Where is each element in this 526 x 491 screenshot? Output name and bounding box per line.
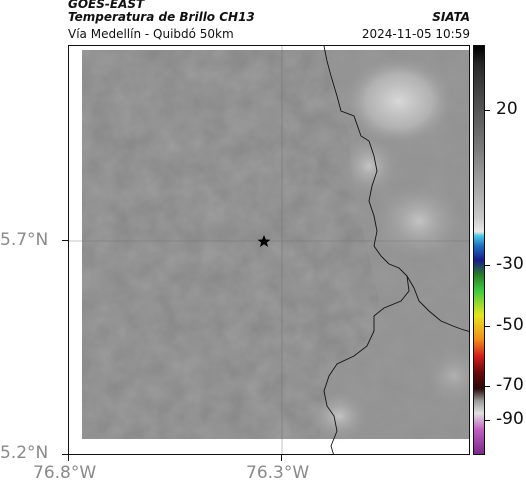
product-title: Temperatura de Brillo CH13	[68, 10, 255, 24]
cloud-bright	[339, 136, 399, 196]
colorbar-tick	[484, 265, 490, 266]
lon-tick	[281, 455, 282, 461]
colorbar-label: -70	[496, 375, 524, 395]
colorbar-label: 20	[496, 99, 518, 119]
department-border	[323, 46, 410, 454]
lat-label: 5.2°N	[0, 443, 49, 463]
lat-tick	[62, 240, 68, 241]
region-subtitle: Vía Medellín - Quibdó 50km	[68, 27, 234, 41]
colorbar-tick	[484, 420, 490, 421]
lon-label: 76.8°W	[33, 463, 97, 483]
lat-label: 5.7°N	[0, 230, 49, 250]
colorbar-tick	[484, 386, 490, 387]
colorbar-tick	[484, 110, 490, 111]
temperature-colorbar	[473, 45, 485, 455]
department-border	[406, 275, 469, 332]
colorbar-label: -30	[496, 254, 524, 274]
colorbar-tick	[484, 326, 490, 327]
cloud-bright	[374, 181, 464, 261]
map-canvas	[69, 46, 469, 454]
satellite-name: GOES-EAST	[68, 0, 145, 11]
satellite-map[interactable]	[68, 45, 470, 455]
colorbar-label: -90	[496, 409, 524, 429]
cloud-bright	[344, 56, 454, 146]
cloud-bright	[424, 346, 469, 406]
colorbar-label: -50	[496, 315, 524, 335]
timestamp: 2024-11-05 10:59	[361, 27, 470, 41]
lat-tick	[62, 454, 68, 455]
cloud-bright	[309, 391, 369, 441]
agency-name: SIATA	[432, 10, 470, 24]
lon-tick	[68, 455, 69, 461]
lon-label: 76.3°W	[246, 463, 310, 483]
star-icon	[257, 235, 271, 247]
colorbar-gradient	[474, 46, 484, 454]
